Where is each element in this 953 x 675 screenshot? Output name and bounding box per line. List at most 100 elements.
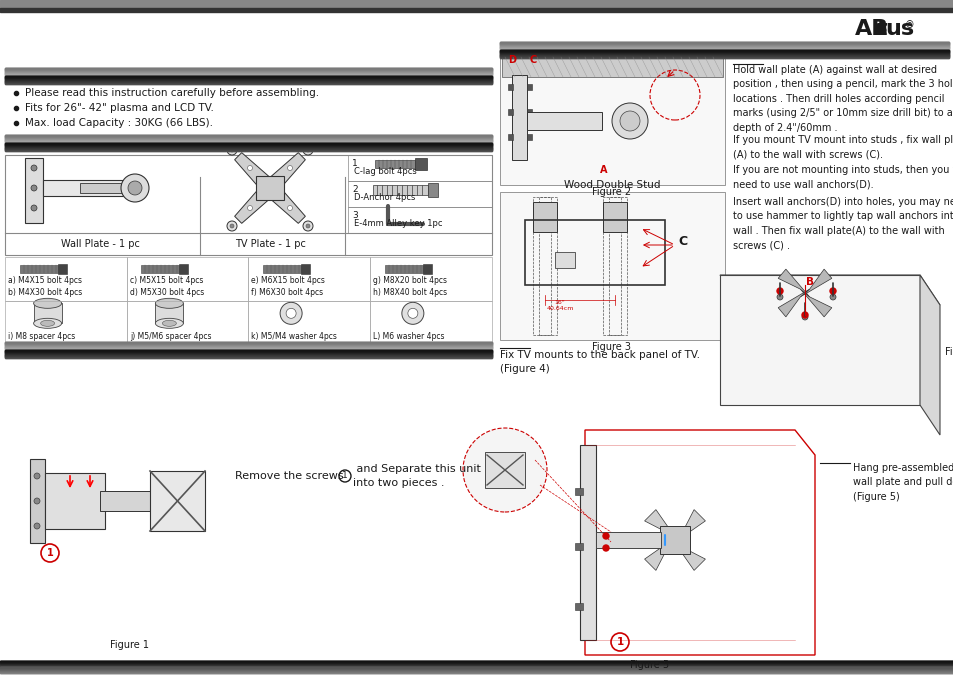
Polygon shape xyxy=(234,182,275,223)
Text: A: A xyxy=(599,165,607,175)
Circle shape xyxy=(247,205,253,211)
Circle shape xyxy=(462,428,546,512)
Bar xyxy=(370,257,492,301)
Bar xyxy=(0,671,953,672)
Bar xyxy=(499,51,948,53)
Bar xyxy=(499,46,948,47)
Bar xyxy=(5,72,492,73)
Bar xyxy=(5,77,492,78)
Bar xyxy=(5,301,127,345)
Bar xyxy=(5,138,492,139)
Bar xyxy=(375,160,415,168)
Bar xyxy=(5,145,492,146)
Text: Fits for 26"- 42" plasma and LCD TV.: Fits for 26"- 42" plasma and LCD TV. xyxy=(25,103,213,113)
Text: c) M5X15 bolt 4pcs
d) M5X30 bolt 4pcs: c) M5X15 bolt 4pcs d) M5X30 bolt 4pcs xyxy=(130,276,204,297)
Bar xyxy=(555,252,575,268)
Bar xyxy=(0,666,953,667)
Bar xyxy=(155,303,183,323)
Bar xyxy=(5,82,492,83)
Bar xyxy=(5,70,492,71)
Bar xyxy=(5,136,492,137)
Text: e) M6X15 bolt 4pcs
f) M6X30 bolt 4pcs: e) M6X15 bolt 4pcs f) M6X30 bolt 4pcs xyxy=(252,276,325,297)
Bar xyxy=(248,257,370,301)
Bar xyxy=(499,52,948,53)
Circle shape xyxy=(303,221,313,231)
Circle shape xyxy=(34,523,40,529)
Bar xyxy=(5,355,492,356)
Circle shape xyxy=(602,533,608,539)
Ellipse shape xyxy=(41,321,54,326)
Bar xyxy=(5,76,492,78)
Text: C: C xyxy=(530,55,537,65)
Bar xyxy=(5,356,492,357)
Bar xyxy=(499,47,948,48)
Bar xyxy=(5,345,492,346)
Bar xyxy=(5,146,492,147)
Bar xyxy=(499,53,948,54)
Bar xyxy=(5,140,492,141)
Bar xyxy=(602,197,626,335)
Bar xyxy=(499,49,948,50)
Bar xyxy=(5,78,492,79)
Circle shape xyxy=(287,205,293,211)
Text: Figure 5: Figure 5 xyxy=(630,660,669,670)
Bar xyxy=(0,670,953,671)
Bar xyxy=(499,55,948,56)
Bar xyxy=(0,671,953,672)
Polygon shape xyxy=(264,182,305,223)
Bar xyxy=(0,668,953,669)
Bar xyxy=(579,445,596,640)
Text: Figure 2: Figure 2 xyxy=(592,187,631,197)
Bar xyxy=(5,148,492,149)
Bar xyxy=(499,192,724,340)
Bar xyxy=(499,57,948,58)
Circle shape xyxy=(34,498,40,504)
Bar xyxy=(5,356,492,358)
Text: k) M5/M4 washer 4pcs: k) M5/M4 washer 4pcs xyxy=(252,332,337,341)
Circle shape xyxy=(227,145,236,155)
Circle shape xyxy=(776,294,782,300)
Bar xyxy=(0,666,953,667)
Bar xyxy=(5,75,492,76)
Bar xyxy=(57,265,67,274)
Bar xyxy=(5,356,492,357)
Bar xyxy=(5,68,492,69)
Bar xyxy=(5,80,492,81)
Bar xyxy=(499,56,948,57)
Ellipse shape xyxy=(33,298,62,308)
Bar xyxy=(0,664,953,665)
Polygon shape xyxy=(667,510,704,547)
Text: and Separate this unit
into two pieces .: and Separate this unit into two pieces . xyxy=(353,464,480,489)
Circle shape xyxy=(612,103,647,139)
Bar xyxy=(5,136,492,138)
Bar xyxy=(499,48,948,49)
Circle shape xyxy=(247,165,253,171)
Bar xyxy=(5,73,492,74)
Text: B: B xyxy=(805,277,813,287)
Bar xyxy=(5,136,492,137)
Bar xyxy=(0,8,953,12)
Bar xyxy=(499,54,948,55)
Polygon shape xyxy=(919,275,939,435)
Bar xyxy=(5,70,492,71)
Text: 3: 3 xyxy=(352,211,357,220)
Bar xyxy=(5,75,492,76)
Text: Remove the screws: Remove the screws xyxy=(234,471,347,481)
Bar xyxy=(0,666,953,667)
Text: j) M5/M6 spacer 4pcs: j) M5/M6 spacer 4pcs xyxy=(130,332,211,341)
Bar xyxy=(5,346,492,347)
Text: 1: 1 xyxy=(616,637,623,647)
Bar xyxy=(499,56,948,57)
Circle shape xyxy=(619,111,639,131)
Bar xyxy=(499,52,948,53)
Bar xyxy=(5,76,492,77)
Text: TV Plate - 1 pc: TV Plate - 1 pc xyxy=(234,239,305,249)
Bar xyxy=(5,141,492,142)
Bar xyxy=(5,73,492,74)
Circle shape xyxy=(30,205,37,211)
Bar xyxy=(5,139,492,140)
Text: Figure 4: Figure 4 xyxy=(944,347,953,357)
Bar xyxy=(0,0,953,8)
Bar xyxy=(348,181,492,207)
Bar xyxy=(499,42,948,43)
